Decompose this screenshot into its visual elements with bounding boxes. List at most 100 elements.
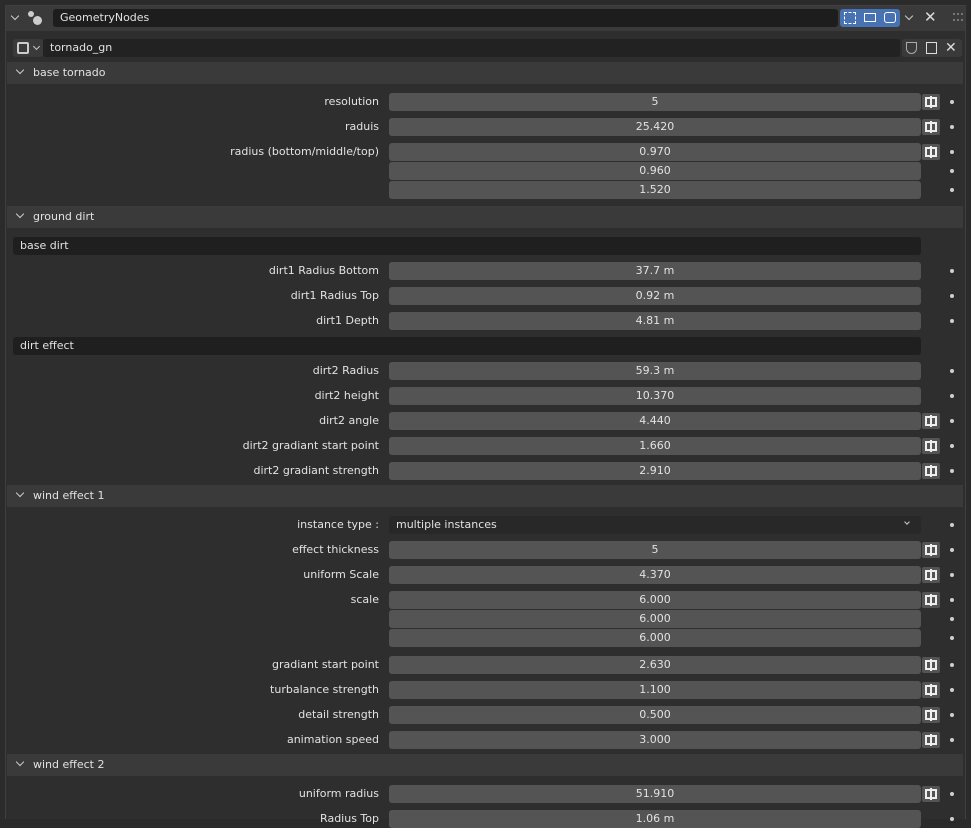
visibility-toggles[interactable] [840,9,900,27]
value-field[interactable]: 0.960 [389,162,921,180]
value-field[interactable]: 4.81 m [389,312,921,330]
field-label: instance type : [297,518,379,531]
value-field[interactable]: 5 [389,93,921,111]
attribute-toggle[interactable] [922,463,940,479]
value-field[interactable]: 0.970 [389,143,921,161]
value-field[interactable]: 2.630 [389,656,921,674]
node-group-field[interactable]: tornado_gn [43,39,900,57]
keyframe-dot[interactable] [950,444,954,448]
keyframe-dot[interactable] [950,369,954,373]
keyframe-dot[interactable] [950,169,954,173]
keyframe-dot[interactable] [950,713,954,717]
keyframe-dot[interactable] [950,617,954,621]
value-field[interactable]: 51.910 [389,785,921,803]
keyframe-dot[interactable] [950,419,954,423]
keyframe-dot[interactable] [950,663,954,667]
value-field[interactable]: 25.420 [389,118,921,136]
keyframe-dot[interactable] [950,738,954,742]
value-field[interactable]: 6.000 [389,629,921,647]
field-label: animation speed [286,733,379,746]
panel-title: wind effect 1 [33,489,105,502]
field-label: uniform radius [298,787,379,800]
value-field[interactable]: 1.660 [389,437,921,455]
keyframe-dot[interactable] [950,150,954,154]
keyframe-dot[interactable] [950,688,954,692]
keyframe-dot[interactable] [950,394,954,398]
field-label: gradiant start point [272,658,379,671]
value-field[interactable]: 59.3 m [389,362,921,380]
field-label: dirt1 Radius Top [290,289,379,302]
attribute-toggle[interactable] [922,707,940,723]
value-field[interactable]: 3.000 [389,731,921,749]
field-label: dirt1 Depth [316,314,379,327]
dropdown[interactable]: multiple instances [389,516,921,534]
attribute-toggle[interactable] [922,119,940,135]
attribute-toggle[interactable] [922,542,940,558]
field-label: turbalance strength [270,683,379,696]
panel-header[interactable] [7,206,963,228]
keyframe-dot[interactable] [950,125,954,129]
value-field[interactable]: 37.7 m [389,262,921,280]
field-label: detail strength [298,708,379,721]
keyframe-dot[interactable] [950,469,954,473]
field-label: dirt2 gradiant strength [253,464,379,477]
node-group-browse[interactable] [13,39,43,57]
attribute-toggle[interactable] [922,682,940,698]
attribute-toggle[interactable] [922,94,940,110]
keyframe-dot[interactable] [950,100,954,104]
keyframe-dot[interactable] [950,548,954,552]
keyframe-dot[interactable] [950,573,954,577]
field-label: effect thickness [292,543,379,556]
value-field[interactable]: 1.520 [389,181,921,199]
field-label: raduis [344,120,379,133]
keyframe-dot[interactable] [950,598,954,602]
value-field[interactable]: 2.910 [389,462,921,480]
value-field[interactable]: 4.440 [389,412,921,430]
panel-header[interactable] [7,62,963,84]
subheading: dirt effect [13,337,921,355]
keyframe-dot[interactable] [950,817,954,821]
value-field[interactable]: 1.06 m [389,810,921,828]
attribute-toggle[interactable] [922,438,940,454]
attribute-toggle[interactable] [922,592,940,608]
panel-title: wind effect 2 [33,758,105,771]
panel-title: ground dirt [33,210,95,223]
drag-grip[interactable] [953,13,963,21]
attribute-toggle[interactable] [922,786,940,802]
value-field[interactable]: 1.100 [389,681,921,699]
keyframe-dot[interactable] [950,523,954,527]
field-label: dirt2 height [314,389,379,402]
field-label: dirt2 gradiant start point [242,439,379,452]
keyframe-dot[interactable] [950,269,954,273]
field-label: Radius Top [320,812,379,825]
attribute-toggle[interactable] [922,413,940,429]
value-field[interactable]: 0.92 m [389,287,921,305]
modifier-name-field[interactable]: GeometryNodes [53,9,838,27]
keyframe-dot[interactable] [950,792,954,796]
field-label: dirt2 angle [319,414,379,427]
attribute-toggle[interactable] [922,567,940,583]
value-field[interactable]: 5 [389,541,921,559]
panel-header[interactable] [7,754,963,776]
value-field[interactable]: 6.000 [389,610,921,628]
keyframe-dot[interactable] [950,294,954,298]
keyframe-dot[interactable] [950,319,954,323]
subheading: base dirt [13,237,921,255]
panel-header[interactable] [7,485,963,507]
value-field[interactable]: 0.500 [389,706,921,724]
keyframe-dot[interactable] [950,636,954,640]
attribute-toggle[interactable] [922,732,940,748]
field-label: dirt1 Radius Bottom [268,264,379,277]
value-field[interactable]: 6.000 [389,591,921,609]
field-label: uniform Scale [303,568,379,581]
remove-modifier[interactable]: ✕ [924,8,937,26]
value-field[interactable]: 4.370 [389,566,921,584]
attribute-toggle[interactable] [922,144,940,160]
attribute-toggle[interactable] [922,657,940,673]
keyframe-dot[interactable] [950,188,954,192]
node-group-buttons[interactable]: ✕ [902,39,962,57]
field-label: dirt2 Radius [312,364,379,377]
value-field[interactable]: 10.370 [389,387,921,405]
field-label: scale [350,593,379,606]
